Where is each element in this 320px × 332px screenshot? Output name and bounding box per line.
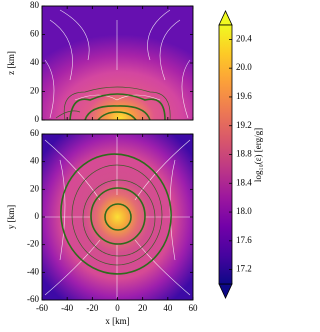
colorbar-label: log₁₀(ε) [erg/g] [253, 128, 263, 182]
y-tick-label: -60 [27, 294, 39, 304]
x-tick-label: -20 [86, 303, 98, 313]
x-tick-label: 60 [189, 303, 199, 313]
overlay [43, 136, 192, 298]
panel-top [41, 5, 194, 121]
x-axis-label: x [km] [105, 316, 129, 326]
y-tick-label: 20 [30, 86, 40, 96]
y-tick-label: 20 [30, 183, 40, 193]
y-axis-label: z [km] [6, 51, 16, 75]
y-tick-label: -40 [27, 266, 39, 276]
colorbar-tick-label: 19.2 [236, 120, 252, 130]
panel-bottom [41, 133, 194, 301]
colorbar-extend [218, 10, 233, 26]
colorbar-tick-label: 20.4 [236, 33, 252, 43]
y-tick-label: 80 [30, 0, 40, 10]
colorbar-tick-label: 17.2 [236, 264, 252, 274]
colorbar-tick-label: 19.6 [236, 91, 252, 101]
x-tick-label: 0 [115, 303, 120, 313]
colorbar-tick-label: 18.8 [236, 149, 252, 159]
y-tick-label: 40 [30, 156, 40, 166]
heatmap [42, 6, 193, 120]
y-tick-label: 0 [35, 114, 40, 124]
x-tick-label: -60 [36, 303, 48, 313]
x-tick-label: 20 [138, 303, 148, 313]
y-tick-label: 0 [35, 211, 40, 221]
y-tick-label: -20 [27, 239, 39, 249]
x-tick-label: 40 [163, 303, 173, 313]
y-tick-label: 60 [30, 128, 40, 138]
x-tick-label: -40 [61, 303, 73, 313]
figure: 0 20 40 60 80 z [km] -60 -40 -20 0 20 40 60 -60 -40 -20… [6, 0, 263, 326]
colorbar-tick-label: 18.0 [236, 206, 252, 216]
y-tick-label: 60 [30, 29, 40, 39]
colorbar-tick-label: 20.0 [236, 62, 252, 72]
y-axis-label: y [km] [6, 205, 16, 229]
colorbar-tick-label: 18.4 [236, 177, 252, 187]
y-tick-label: 40 [30, 57, 40, 67]
colorbar-tick-label: 17.6 [236, 235, 252, 245]
overlay [44, 9, 191, 120]
colorbar-extend [218, 283, 233, 299]
